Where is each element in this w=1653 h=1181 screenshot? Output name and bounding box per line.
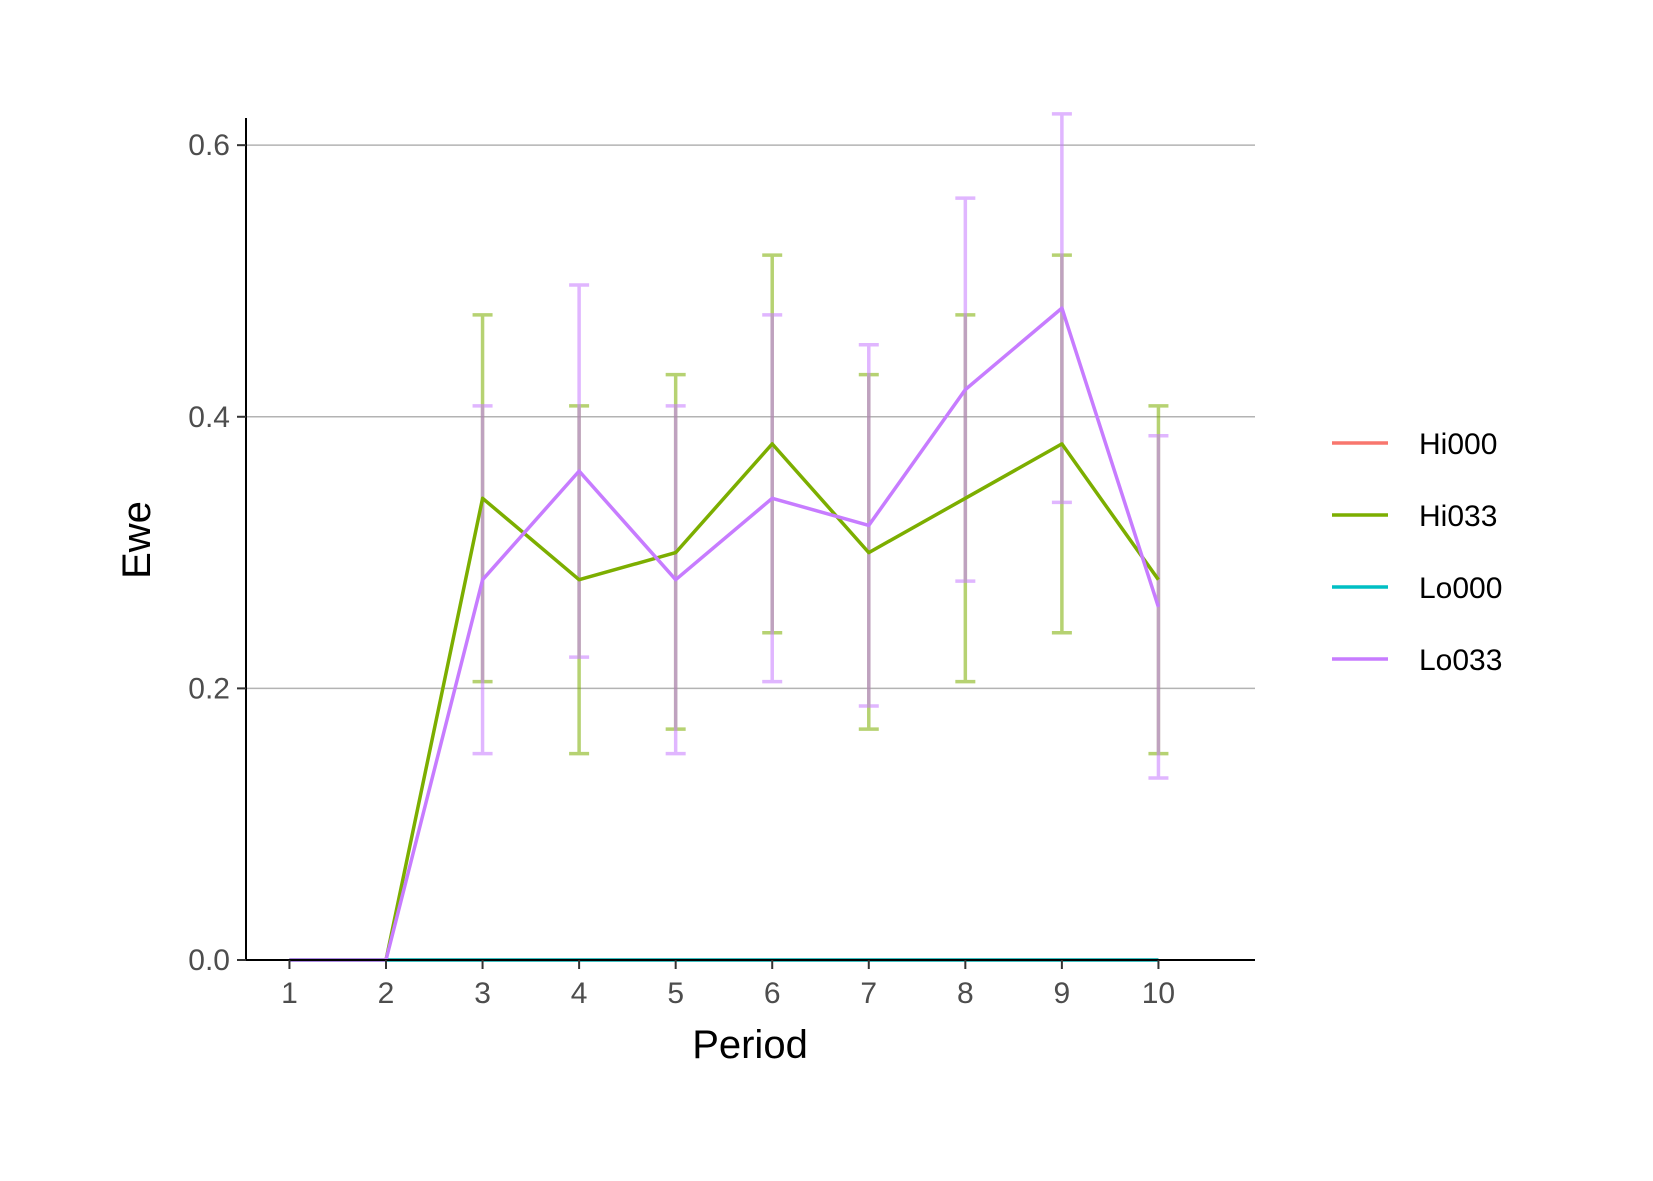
legend-label: Lo033 (1419, 644, 1502, 677)
x-tick-label: 8 (957, 977, 974, 1010)
legend: Hi000 Hi033 Lo000 Lo033 (1332, 428, 1502, 677)
legend-item: Lo000 (1332, 572, 1502, 605)
y-tick-label: 0.0 (188, 944, 230, 977)
legend-label: Hi000 (1419, 428, 1497, 461)
error-bar (1148, 434, 1169, 780)
legend-item: Lo033 (1332, 644, 1502, 677)
x-tick-label: 7 (860, 977, 877, 1010)
series-line-lo033 (289, 306, 1161, 962)
x-tick-label: 6 (764, 977, 781, 1010)
x-tick-label: 5 (667, 977, 684, 1010)
x-tick-label: 2 (378, 977, 395, 1010)
series-line-hi033 (289, 442, 1160, 962)
y-tick-label: 0.6 (188, 129, 230, 162)
x-axis-title: Period (692, 1023, 808, 1067)
y-axis-title: Ewe (115, 501, 159, 579)
x-tick-label: 10 (1142, 977, 1175, 1010)
x-tick-label: 9 (1054, 977, 1071, 1010)
axes (245, 118, 1255, 961)
x-tick-label: 4 (571, 977, 588, 1010)
series-lines (289, 306, 1161, 962)
gridlines (246, 144, 1255, 690)
x-tick-label: 3 (474, 977, 491, 1010)
legend-label: Hi033 (1419, 500, 1497, 533)
y-tick-label: 0.4 (188, 401, 230, 434)
y-tick-label: 0.2 (188, 672, 230, 705)
legend-item: Hi000 (1332, 428, 1497, 461)
legend-item: Hi033 (1332, 500, 1497, 533)
legend-label: Lo000 (1419, 572, 1502, 605)
tick-labels: 0.0 0.2 0.4 0.6 1 2 3 4 5 6 7 8 9 10 (188, 129, 1175, 1010)
x-tick-label: 1 (281, 977, 298, 1010)
